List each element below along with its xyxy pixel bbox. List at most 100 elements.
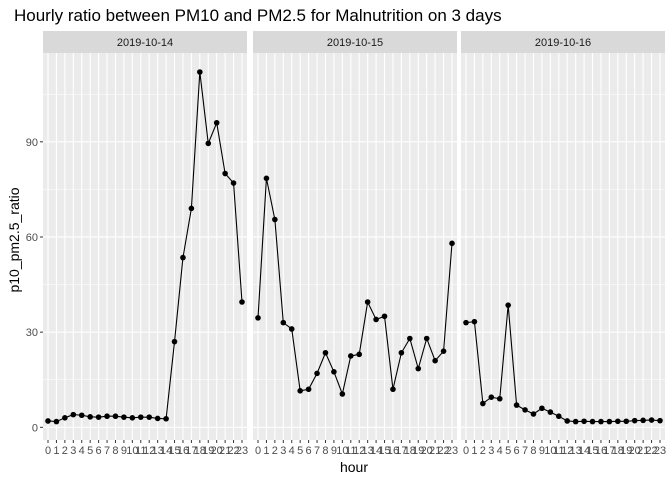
x-tick-label: 18 (404, 445, 416, 457)
data-point (331, 368, 337, 375)
x-tick-label: 4 (79, 445, 85, 457)
x-tick-label: 7 (104, 445, 110, 457)
data-point (615, 418, 621, 425)
data-point (112, 413, 119, 420)
x-tick-label: 14 (370, 445, 382, 457)
data-point (322, 349, 329, 356)
data-point (121, 414, 127, 420)
x-tick-label: 6 (306, 445, 312, 457)
x-tick-label: 2 (62, 445, 68, 457)
y-axis-title: p10_pm2.5_ratio (6, 187, 22, 292)
data-point (648, 417, 655, 423)
data-point (78, 412, 85, 419)
x-tick-label: 2 (480, 445, 486, 457)
data-point (606, 418, 613, 425)
panel-background (253, 53, 457, 440)
x-tick-label: 11 (135, 445, 146, 457)
data-point (407, 335, 413, 342)
facet-strip-label: 2019-10-16 (535, 37, 591, 49)
x-tick-label: 8 (530, 445, 536, 457)
data-point (347, 353, 354, 359)
x-tick-label: 16 (595, 445, 607, 457)
data-point (230, 180, 237, 186)
data-point (263, 175, 270, 182)
panel-background (43, 53, 247, 440)
data-point (197, 69, 203, 75)
x-tick-label: 3 (488, 445, 494, 457)
x-tick-label: 18 (194, 445, 206, 457)
facet-strip (253, 31, 457, 53)
facet-panel-3: 2019-10-160 1 2 3 4 5 6 7 8 9 10111213141516171819… (461, 31, 666, 457)
x-tick-label: 7 (314, 445, 320, 457)
x-tick-label: 3 (70, 445, 76, 457)
x-tick-label: 20 (629, 445, 641, 457)
facet-strip-label: 2019-10-14 (117, 37, 173, 49)
data-point (564, 418, 571, 424)
data-point (423, 335, 430, 342)
data-point (539, 405, 545, 412)
data-point (62, 414, 68, 421)
data-point (239, 299, 245, 305)
x-tick-label: 23 (446, 445, 458, 457)
x-tick-label: 22 (227, 445, 239, 457)
data-point (364, 299, 371, 305)
data-point (87, 414, 93, 420)
facet-panel-2: 2019-10-150 1 2 3 4 5 6 7 8 9 10111213141516171819… (253, 31, 458, 457)
y-tick-label: 60 (26, 232, 38, 244)
data-point (440, 348, 447, 354)
data-point (163, 415, 169, 422)
x-tick-label: 18 (612, 445, 624, 457)
x-tick-label: 21 (637, 445, 649, 457)
data-point (104, 413, 110, 420)
data-point (129, 414, 136, 421)
data-point (598, 418, 604, 425)
data-point (137, 414, 144, 420)
data-point (657, 417, 663, 424)
data-point (513, 402, 520, 408)
data-point (255, 315, 261, 321)
x-tick-label: 0 (45, 445, 51, 457)
x-tick-label: 14 (160, 445, 172, 457)
data-point (272, 216, 278, 223)
data-point (53, 418, 60, 425)
data-point (297, 388, 303, 394)
x-tick-label: 9 (539, 445, 545, 457)
data-point (530, 411, 537, 417)
data-point (631, 417, 638, 424)
x-tick-label: 15 (168, 445, 180, 457)
x-tick-label: 0 (463, 445, 469, 457)
data-point (398, 349, 405, 356)
data-point (95, 414, 102, 420)
data-point (640, 417, 646, 424)
data-point (471, 318, 478, 325)
x-tick-label: 3 (280, 445, 286, 457)
x-tick-label: 6 (96, 445, 102, 457)
data-point (356, 351, 363, 358)
data-point (213, 119, 220, 126)
x-tick-label: 22 (645, 445, 657, 457)
data-point (463, 319, 469, 326)
y-tick-label: 30 (26, 327, 38, 339)
data-point (589, 418, 596, 425)
data-point (480, 400, 486, 407)
y-tick-label: 90 (26, 137, 38, 149)
data-point (432, 357, 438, 364)
x-tick-label: 16 (177, 445, 189, 457)
x-tick-label: 19 (202, 445, 214, 457)
x-tick-label: 17 (395, 445, 407, 457)
data-point (171, 338, 178, 345)
x-tick-label: 8 (322, 445, 328, 457)
data-point (581, 418, 587, 425)
facet-panels: 2019-10-140 1 2 3 4 5 6 7 8 9 10111213141516171819… (43, 31, 666, 457)
data-point (415, 365, 422, 372)
x-tick-label: 11 (553, 445, 564, 457)
facet-strip (43, 31, 247, 53)
x-tick-label: 20 (211, 445, 223, 457)
x-tick-label: 9 (331, 445, 337, 457)
data-point (222, 170, 228, 177)
x-tick-label: 15 (586, 445, 598, 457)
y-tick-label: 0 (32, 422, 38, 434)
x-tick-label: 16 (387, 445, 399, 457)
x-tick-label: 21 (429, 445, 441, 457)
